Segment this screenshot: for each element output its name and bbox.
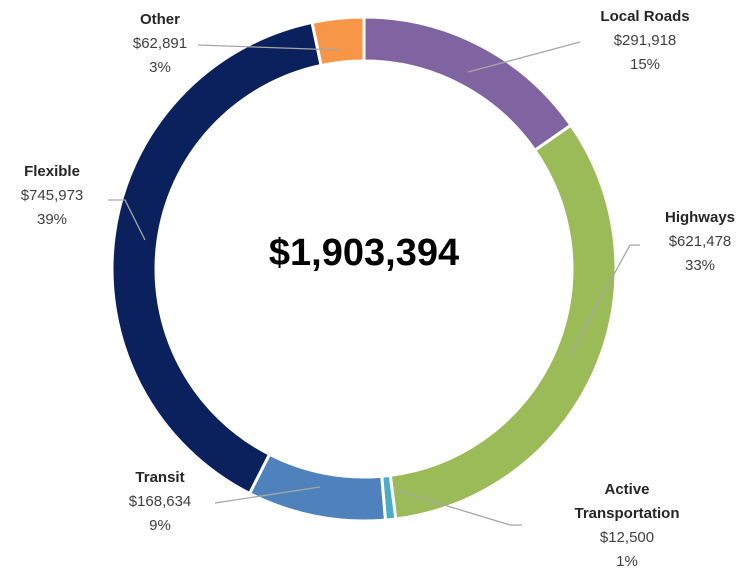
leader-line bbox=[569, 244, 640, 356]
value-label: $62,891 bbox=[132, 35, 188, 52]
slice-label: Active Transportation $12,500 1% bbox=[562, 478, 692, 574]
slice-label: Transit $168,634 9% bbox=[100, 466, 220, 538]
slice-label: Flexible $745,973 39% bbox=[0, 160, 107, 232]
leader-line bbox=[394, 489, 522, 526]
slice bbox=[388, 123, 618, 521]
slice-label: Local Roads $291,918 15% bbox=[585, 5, 705, 77]
value-label: $745,973 bbox=[20, 187, 84, 204]
leader-line bbox=[467, 41, 581, 73]
category-label: Transit bbox=[135, 469, 185, 486]
slice bbox=[310, 15, 366, 68]
total-label: $1,903,394 bbox=[268, 232, 460, 274]
slice bbox=[362, 15, 574, 153]
value-label: $621,478 bbox=[668, 233, 732, 250]
leader-line bbox=[214, 486, 321, 504]
leader-line bbox=[197, 44, 341, 51]
leader-line bbox=[108, 199, 146, 241]
leader-lines bbox=[108, 41, 640, 526]
slices bbox=[110, 15, 618, 523]
category-label: Flexible bbox=[24, 163, 80, 180]
percent-label: 39% bbox=[36, 211, 68, 228]
percent-label: 3% bbox=[149, 59, 171, 76]
percent-label: 1% bbox=[616, 553, 638, 570]
percent-label: 33% bbox=[684, 257, 716, 274]
value-label: $168,634 bbox=[128, 493, 192, 510]
slice-label: Other $62,891 3% bbox=[100, 8, 220, 80]
percent-label: 15% bbox=[629, 56, 661, 73]
value-label: $12,500 bbox=[599, 529, 655, 546]
category-label: Other bbox=[139, 11, 180, 28]
slice-label: Highways $621,478 33% bbox=[645, 206, 748, 278]
category-label: Highways bbox=[664, 209, 736, 226]
category-label: Active Transportation bbox=[574, 481, 680, 522]
category-label: Local Roads bbox=[600, 8, 690, 25]
value-label: $291,918 bbox=[613, 32, 677, 49]
percent-label: 9% bbox=[149, 517, 171, 534]
